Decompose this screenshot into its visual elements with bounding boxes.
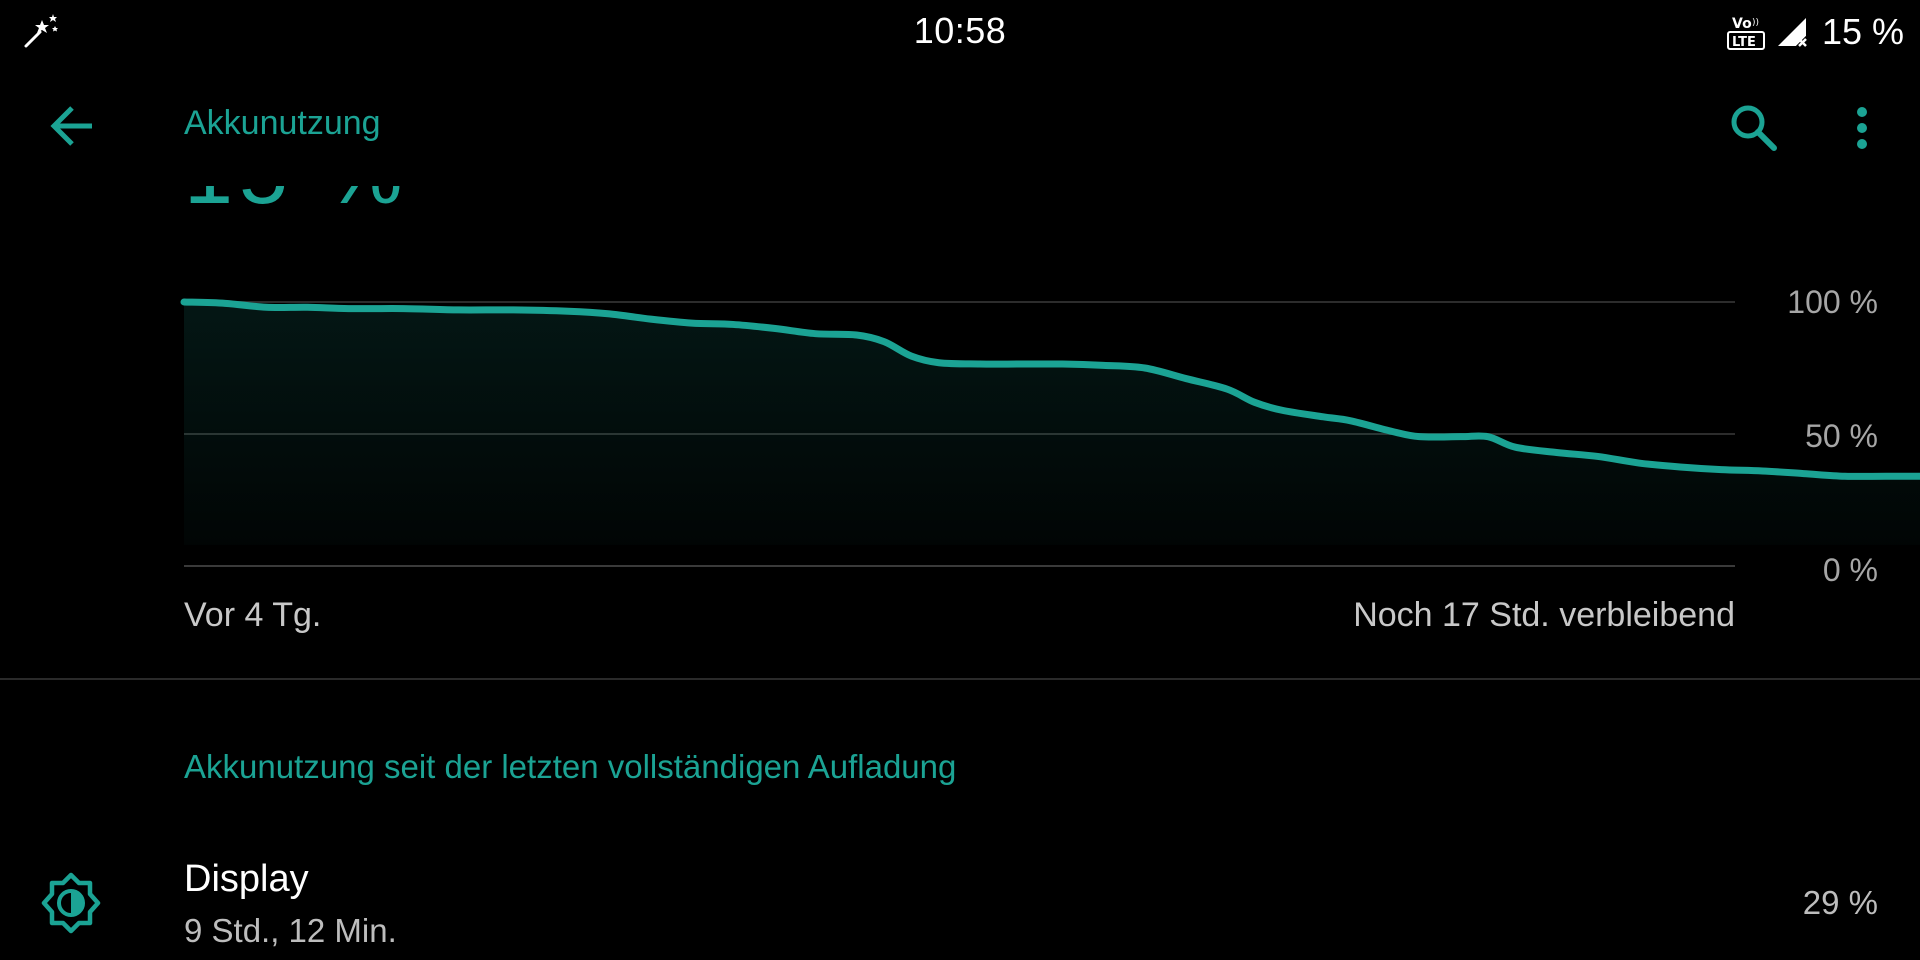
battery-percent-status: 15 % bbox=[1821, 11, 1904, 52]
usage-item-duration: 9 Std., 12 Min. bbox=[184, 912, 397, 949]
back-button[interactable] bbox=[40, 98, 104, 154]
svg-text:)): )) bbox=[1752, 18, 1759, 28]
usage-item-title: Display bbox=[184, 858, 309, 900]
battery-history-area bbox=[184, 302, 1920, 545]
more-vert-icon bbox=[1857, 107, 1867, 149]
magic-wand-icon bbox=[24, 14, 58, 48]
battery-history-line bbox=[180, 298, 1920, 480]
status-bar: 10:58 Vo )) LTE 15 % bbox=[0, 0, 1920, 62]
y-tick-label: 50 % bbox=[1805, 418, 1878, 454]
usage-item-display[interactable]: Display 9 Std., 12 Min. 29 % bbox=[0, 840, 1920, 960]
clock: 10:58 bbox=[913, 10, 1007, 51]
more-options-button[interactable] bbox=[1840, 96, 1884, 160]
brightness-icon bbox=[41, 872, 101, 934]
section-header: Akkunutzung seit der letzten vollständig… bbox=[184, 748, 957, 785]
signal-no-data-icon bbox=[1777, 18, 1807, 47]
x-end-label: Noch 17 Std. verbleibend bbox=[1353, 596, 1735, 634]
status-icons: Vo )) LTE 15 % bbox=[1726, 11, 1904, 52]
search-button[interactable] bbox=[1722, 96, 1786, 160]
arrow-back-icon bbox=[50, 106, 92, 146]
app-bar: Akkunutzung bbox=[0, 62, 1920, 186]
battery-level-large-wrap: 15 % bbox=[184, 186, 584, 226]
page-title: Akkunutzung bbox=[184, 104, 381, 142]
usage-item-percent: 29 % bbox=[1802, 884, 1878, 921]
divider bbox=[0, 678, 1920, 680]
y-tick-label: 100 % bbox=[1787, 284, 1878, 320]
y-tick-label: 0 % bbox=[1822, 552, 1878, 588]
svg-text:Vo: Vo bbox=[1732, 16, 1752, 32]
x-start-label: Vor 4 Tg. bbox=[184, 596, 322, 634]
volte-lte-icon: Vo )) LTE bbox=[1726, 16, 1765, 50]
search-icon bbox=[1731, 105, 1777, 151]
svg-text:LTE: LTE bbox=[1732, 35, 1756, 50]
battery-level-large: 15 % bbox=[184, 186, 409, 224]
